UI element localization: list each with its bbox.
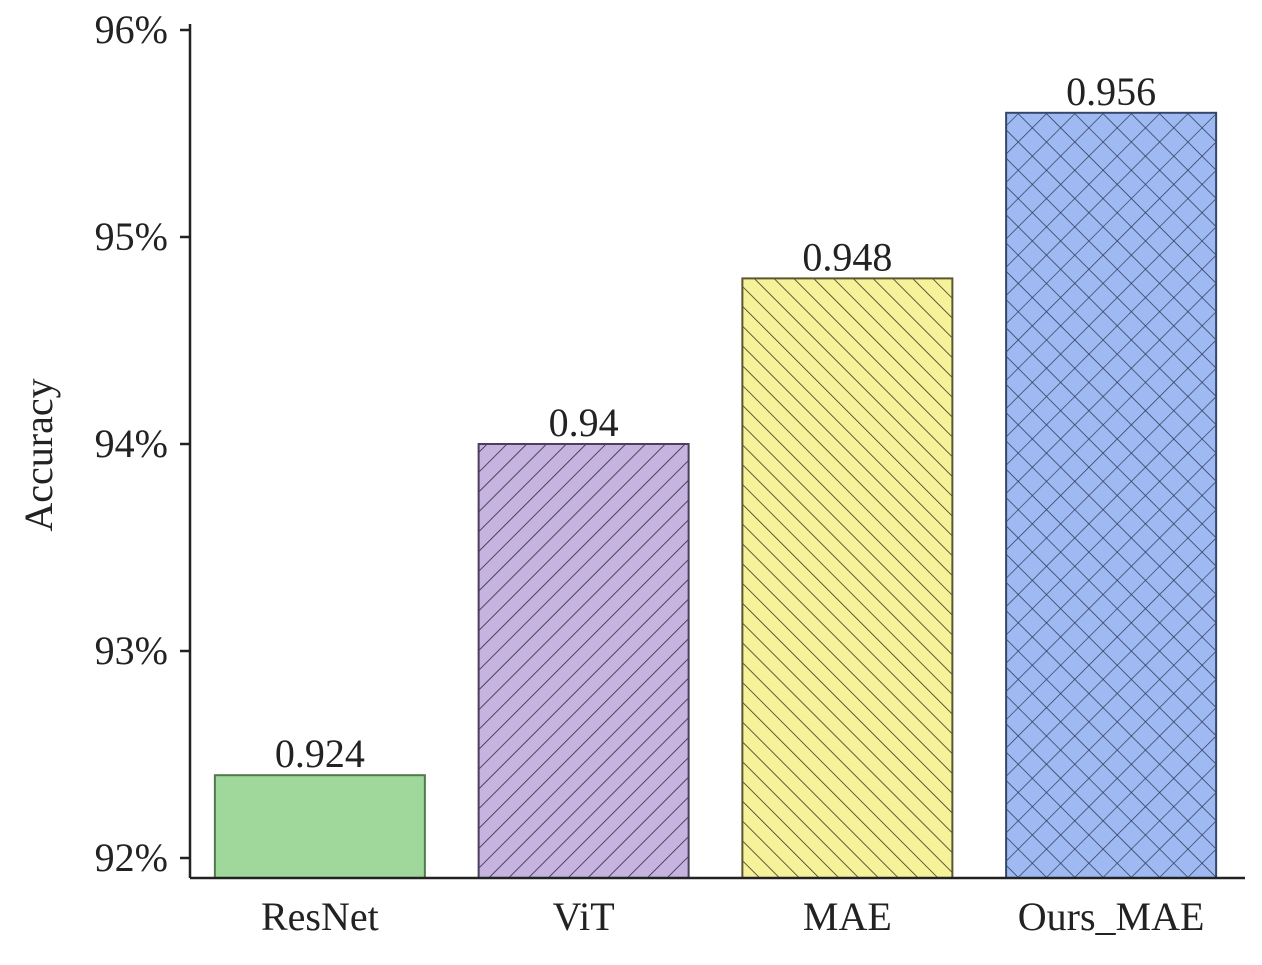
y-tick-label: 93%: [95, 628, 168, 673]
x-tick-label-vit: ViT: [553, 894, 615, 939]
bar-hatch-vit: [478, 444, 689, 878]
y-tick-label: 94%: [95, 421, 168, 466]
bars-layer: [213, 111, 1218, 880]
data-label-ours-mae: 0.956: [1066, 69, 1156, 114]
x-tick-label-resnet: ResNet: [261, 894, 379, 939]
labels-layer: 0.924 ResNet 0.94 ViT 0.948 MAE 0.956 Ours_MAE 9…: [16, 7, 1204, 939]
y-tick-label: 92%: [95, 835, 168, 880]
bar-resnet: [214, 775, 425, 878]
x-tick-label-mae: MAE: [803, 894, 892, 939]
bar-hatch-mae: [742, 278, 953, 878]
data-label-mae: 0.948: [802, 234, 892, 279]
y-axis-title: Accuracy: [16, 378, 61, 531]
x-tick-label-ours-mae: Ours_MAE: [1018, 894, 1205, 939]
axes-layer: [180, 24, 1245, 880]
data-label-vit: 0.94: [549, 400, 619, 445]
y-tick-label: 96%: [95, 7, 168, 52]
data-label-resnet: 0.924: [275, 731, 365, 776]
y-tick-label: 95%: [95, 214, 168, 259]
bar-hatch-ours-mae: [1006, 112, 1217, 879]
